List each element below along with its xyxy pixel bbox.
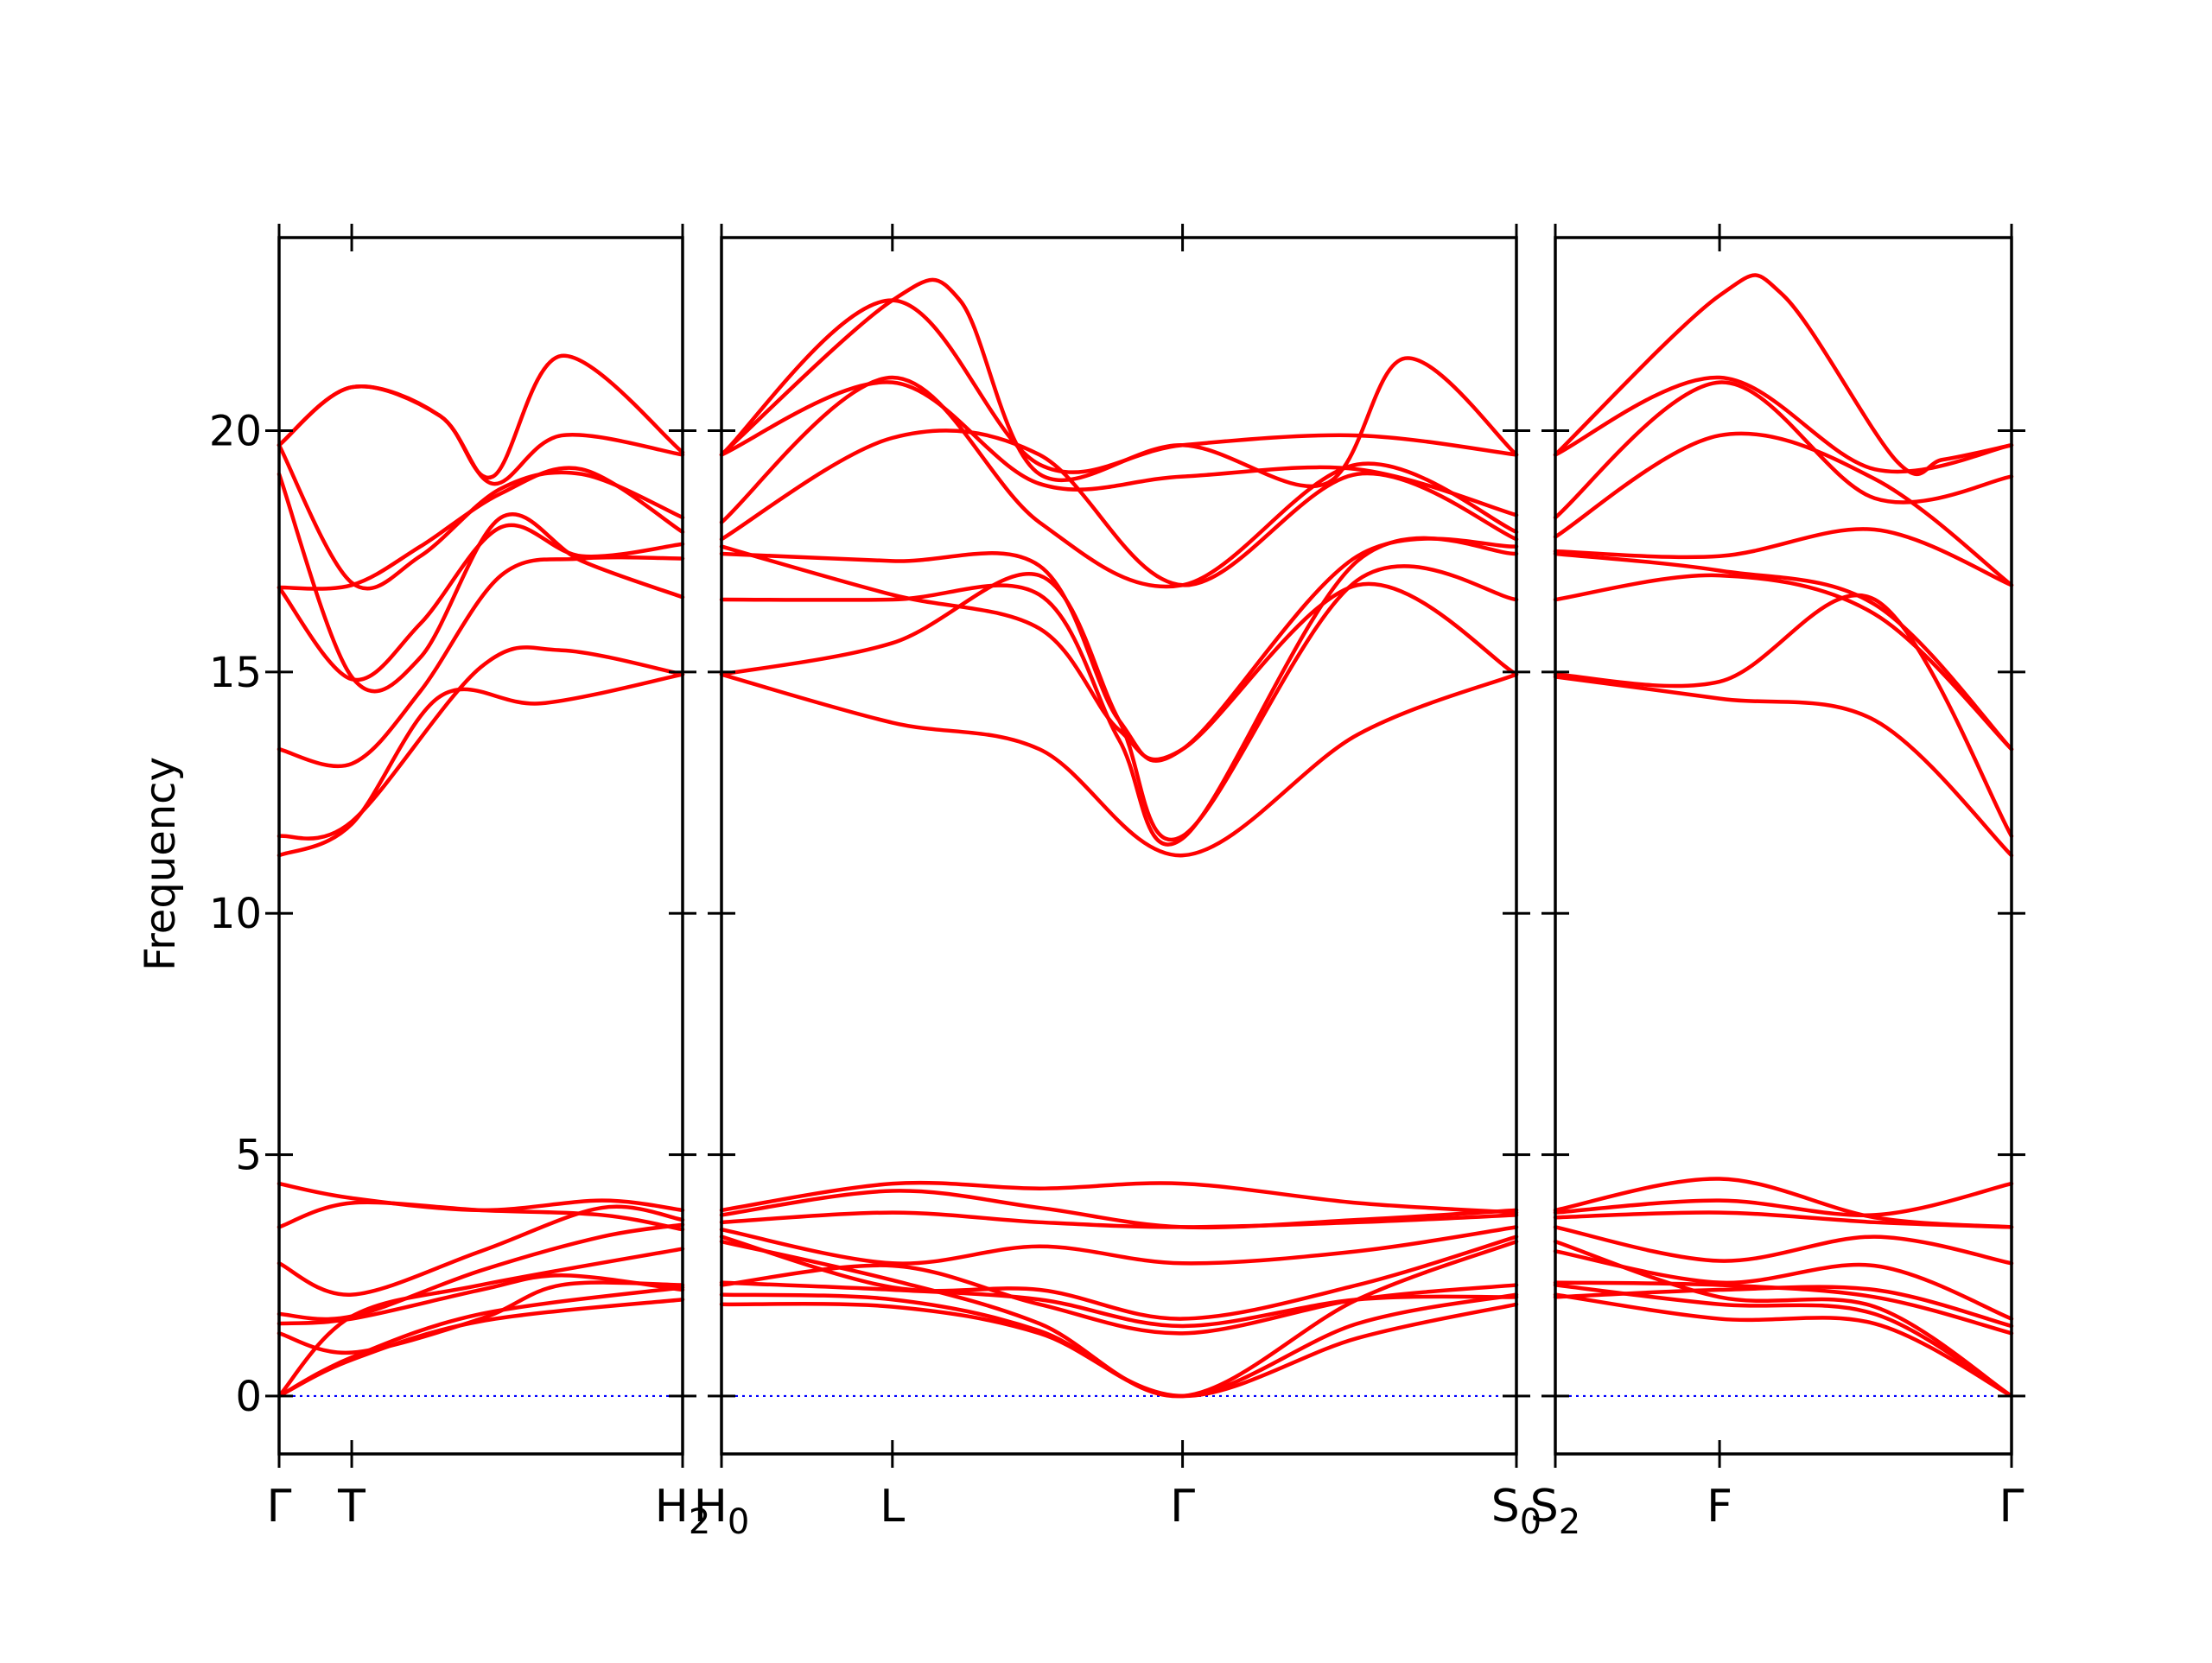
x-tick-label: T	[337, 1481, 365, 1533]
band-line	[719, 536, 1519, 763]
band-line	[1553, 551, 2014, 752]
band-line	[1553, 527, 2014, 587]
x-tick-label: Γ	[1170, 1481, 1195, 1533]
band-line	[1553, 593, 2014, 839]
band-line	[1553, 1225, 2014, 1266]
band-line	[276, 1285, 685, 1399]
x-tick-label: Γ	[267, 1481, 292, 1533]
band-line	[719, 277, 1519, 489]
band-line	[276, 443, 685, 591]
band-line	[276, 1222, 685, 1322]
band-line	[719, 672, 1519, 858]
band-line	[1553, 1249, 2014, 1321]
band-line	[276, 1247, 685, 1399]
band-line	[276, 353, 685, 480]
band-line	[276, 472, 685, 694]
y-tick-label: 20	[209, 407, 262, 455]
band-line	[1553, 1177, 2014, 1229]
y-axis-label: Frequency	[137, 757, 185, 971]
band-line	[719, 1235, 1519, 1321]
band-line	[276, 1280, 685, 1355]
band-line	[719, 1239, 1519, 1399]
y-tick-label: 15	[209, 649, 262, 697]
x-tick-label-subscript: 0	[728, 1502, 749, 1542]
band-line	[1553, 273, 2014, 477]
band-line	[1553, 431, 2014, 587]
panel-frame-3	[1554, 236, 2013, 1456]
band-line	[276, 1204, 685, 1297]
band-line	[276, 672, 685, 858]
band-line	[1553, 375, 2014, 474]
band-line	[276, 1273, 685, 1326]
y-tick-label: 10	[209, 890, 262, 938]
band-line	[719, 1225, 1519, 1266]
x-tick-label-subscript: 2	[689, 1502, 710, 1542]
y-tick-label: 5	[235, 1132, 262, 1180]
band-line	[1553, 675, 2014, 858]
frames-layer	[277, 236, 2013, 1456]
band-line	[276, 1181, 685, 1213]
bands-layer	[276, 273, 2014, 1399]
band-line	[719, 564, 1519, 841]
x-tick-label: S2	[1530, 1481, 1580, 1542]
x-tick-label-subscript: 2	[1559, 1502, 1580, 1542]
band-line	[719, 380, 1519, 517]
panel-frame-1	[277, 236, 684, 1456]
band-line	[1553, 573, 2014, 752]
x-tick-label-subscript: 0	[1520, 1502, 1541, 1542]
band-line	[1553, 380, 2014, 520]
band-line	[1553, 1292, 2014, 1399]
band-line	[719, 1180, 1519, 1215]
band-line	[719, 298, 1519, 474]
band-line	[719, 544, 1519, 762]
ticks-layer	[265, 224, 2025, 1468]
band-line	[719, 375, 1519, 589]
band-line	[276, 523, 685, 682]
x-tick-label: L	[880, 1481, 905, 1533]
band-line	[1553, 1285, 2014, 1329]
y-tick-label: 0	[235, 1373, 262, 1421]
band-line	[719, 1210, 1519, 1229]
band-line	[719, 1189, 1519, 1230]
band-line	[1553, 1280, 2014, 1336]
band-line	[1553, 1181, 2014, 1218]
x-tick-label: Γ	[1999, 1481, 2024, 1533]
band-line	[719, 536, 1519, 847]
band-line	[719, 428, 1519, 587]
x-tick-label: F	[1707, 1481, 1732, 1533]
band-line	[276, 645, 685, 841]
band-line	[719, 1280, 1519, 1329]
band-line	[276, 384, 685, 486]
panel-frame-2	[720, 236, 1518, 1456]
